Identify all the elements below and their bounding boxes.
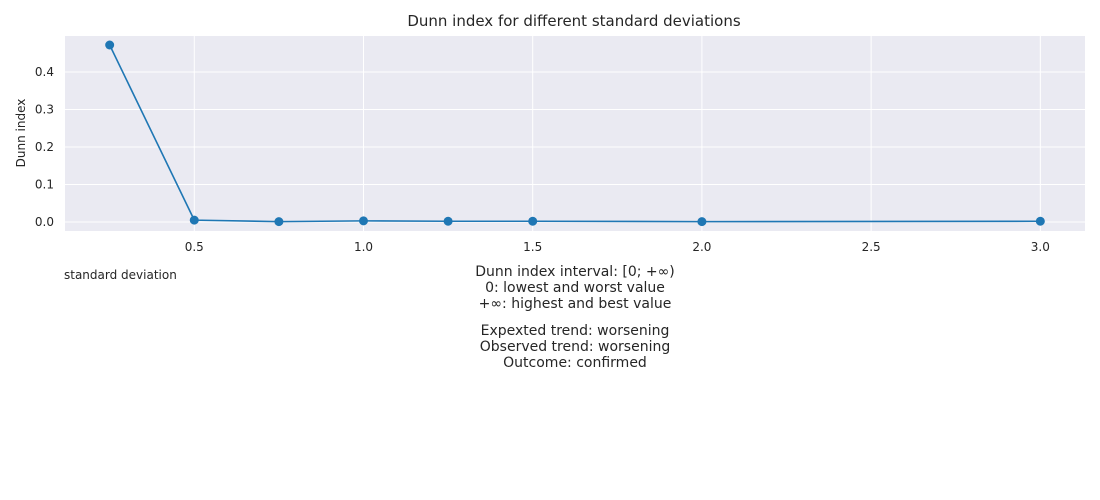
outcome-line: Outcome: confirmed: [503, 355, 647, 371]
chart-title: Dunn index for different standard deviat…: [407, 12, 741, 30]
y-axis-label: Dunn index: [14, 99, 28, 168]
trend-note: Expexted trend: worsening Observed trend…: [275, 323, 875, 371]
plot-area: [65, 36, 1085, 231]
observed-trend-line: Observed trend: worsening: [479, 339, 671, 355]
y-tick-label: 0.0: [35, 215, 54, 229]
y-tick-label: 0.4: [35, 65, 54, 79]
x-axis-label: standard deviation: [64, 268, 177, 282]
expected-trend-line: Expexted trend: worsening: [480, 323, 670, 339]
data-point: [528, 216, 538, 226]
y-tick-label: 0.2: [35, 140, 54, 154]
data-point: [274, 217, 284, 227]
series-layer: [105, 40, 1045, 227]
x-tick-label: 0.5: [185, 240, 204, 254]
data-point: [443, 216, 453, 226]
data-point: [358, 216, 368, 226]
y-tick-label: 0.3: [35, 103, 54, 117]
x-tick-label: 2.0: [692, 240, 711, 254]
y-tick-label: 0.1: [35, 178, 54, 192]
x-tick-label: 3.0: [1031, 240, 1050, 254]
series-line: [108, 44, 1041, 223]
data-point: [697, 217, 707, 227]
x-tick-label: 2.5: [862, 240, 881, 254]
interval-note: Dunn index interval: [0; +∞) 0: lowest a…: [275, 264, 875, 312]
data-point: [189, 215, 199, 225]
x-tick-label: 1.5: [523, 240, 542, 254]
data-point: [1035, 216, 1045, 226]
best-value-line: +∞: highest and best value: [478, 296, 672, 312]
x-tick-label: 1.0: [354, 240, 373, 254]
x-tick-labels: 0.5 1.0 1.5 2.0 2.5 3.0: [185, 240, 1050, 254]
y-tick-labels: 0.0 0.1 0.2 0.3 0.4: [35, 65, 54, 229]
x-gridlines: [193, 36, 1041, 231]
data-point: [105, 40, 115, 50]
worst-value-line: 0: lowest and worst value: [485, 280, 665, 296]
interval-line: Dunn index interval: [0; +∞): [475, 264, 675, 280]
